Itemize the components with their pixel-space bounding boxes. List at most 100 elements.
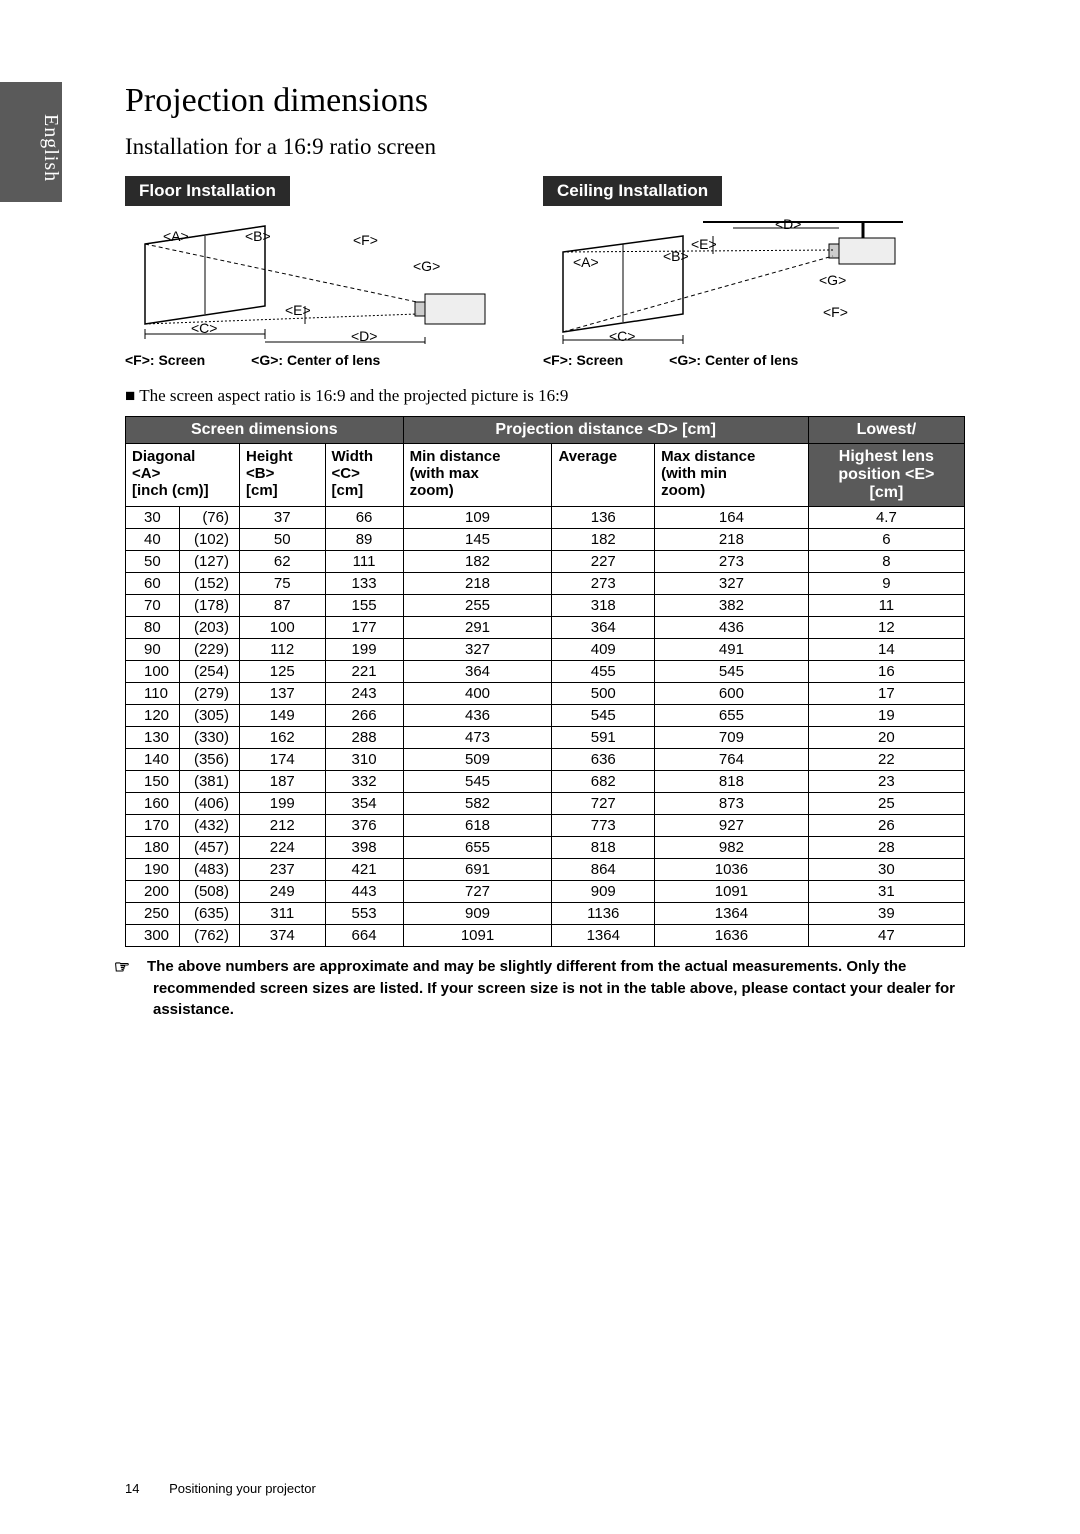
cell-w: 155	[325, 595, 403, 617]
cell-h: 50	[240, 529, 326, 551]
cell-h: 75	[240, 573, 326, 595]
cell-inch: 100	[126, 661, 180, 683]
cell-max: 218	[655, 529, 809, 551]
head-width: Width<C>[cm]	[325, 444, 403, 507]
cell-avg: 455	[552, 661, 655, 683]
cell-avg: 364	[552, 617, 655, 639]
cell-min: 618	[403, 815, 552, 837]
cell-cm: (102)	[180, 529, 240, 551]
cell-e: 6	[808, 529, 964, 551]
cell-min: 182	[403, 551, 552, 573]
cell-e: 17	[808, 683, 964, 705]
cell-cm: (432)	[180, 815, 240, 837]
cell-min: 691	[403, 859, 552, 881]
cell-min: 327	[403, 639, 552, 661]
cell-e: 30	[808, 859, 964, 881]
label-B2: <B>	[663, 248, 689, 264]
table-row: 200(508)249443727909109131	[126, 881, 965, 903]
cell-cm: (279)	[180, 683, 240, 705]
cell-avg: 136	[552, 507, 655, 529]
cell-max: 327	[655, 573, 809, 595]
cell-w: 398	[325, 837, 403, 859]
cell-inch: 60	[126, 573, 180, 595]
cell-e: 9	[808, 573, 964, 595]
cell-inch: 140	[126, 749, 180, 771]
table-row: 180(457)22439865581898228	[126, 837, 965, 859]
cell-min: 655	[403, 837, 552, 859]
cell-w: 221	[325, 661, 403, 683]
cell-w: 199	[325, 639, 403, 661]
floor-label: Floor Installation	[125, 176, 290, 206]
cell-w: 288	[325, 727, 403, 749]
head-avg: Average	[552, 444, 655, 507]
table-row: 160(406)19935458272787325	[126, 793, 965, 815]
head-height: Height<B>[cm]	[240, 444, 326, 507]
cell-cm: (406)	[180, 793, 240, 815]
cell-inch: 160	[126, 793, 180, 815]
ceiling-diagram-svg: <A> <B> <C> <D> <E> <F> <G>	[543, 214, 913, 344]
cell-cm: (457)	[180, 837, 240, 859]
cell-h: 100	[240, 617, 326, 639]
cell-max: 491	[655, 639, 809, 661]
footnote-text: The above numbers are approximate and ma…	[147, 958, 955, 1017]
legend-f2: <F>: Screen	[543, 352, 623, 368]
cell-cm: (483)	[180, 859, 240, 881]
cell-max: 600	[655, 683, 809, 705]
cell-cm: (635)	[180, 903, 240, 925]
cell-inch: 70	[126, 595, 180, 617]
page-footer: 14 Positioning your projector	[125, 1481, 316, 1496]
table-row: 60(152)751332182733279	[126, 573, 965, 595]
cell-inch: 40	[126, 529, 180, 551]
label-E2: <E>	[691, 236, 717, 252]
cell-h: 37	[240, 507, 326, 529]
cell-e: 25	[808, 793, 964, 815]
cell-e: 8	[808, 551, 964, 573]
cell-w: 553	[325, 903, 403, 925]
label-F: <F>	[353, 232, 378, 248]
table-row: 120(305)14926643654565519	[126, 705, 965, 727]
cell-max: 927	[655, 815, 809, 837]
cell-cm: (330)	[180, 727, 240, 749]
table-row: 300(762)37466410911364163647	[126, 925, 965, 947]
cell-avg: 1136	[552, 903, 655, 925]
table-row: 130(330)16228847359170920	[126, 727, 965, 749]
head-diagonal: Diagonal<A>[inch (cm)]	[126, 444, 240, 507]
cell-e: 31	[808, 881, 964, 903]
cell-min: 509	[403, 749, 552, 771]
table-row: 110(279)13724340050060017	[126, 683, 965, 705]
cell-w: 664	[325, 925, 403, 947]
cell-cm: (152)	[180, 573, 240, 595]
cell-max: 709	[655, 727, 809, 749]
cell-avg: 591	[552, 727, 655, 749]
cell-w: 376	[325, 815, 403, 837]
cell-max: 982	[655, 837, 809, 859]
cell-avg: 864	[552, 859, 655, 881]
page-number: 14	[125, 1481, 139, 1496]
cell-inch: 50	[126, 551, 180, 573]
cell-h: 149	[240, 705, 326, 727]
cell-inch: 80	[126, 617, 180, 639]
cell-e: 12	[808, 617, 964, 639]
cell-inch: 110	[126, 683, 180, 705]
cell-min: 400	[403, 683, 552, 705]
cell-e: 23	[808, 771, 964, 793]
legend-g2: <G>: Center of lens	[669, 352, 798, 368]
cell-h: 174	[240, 749, 326, 771]
cell-h: 125	[240, 661, 326, 683]
cell-max: 764	[655, 749, 809, 771]
cell-min: 909	[403, 903, 552, 925]
cell-cm: (762)	[180, 925, 240, 947]
dimension-table: Screen dimensions Projection distance <D…	[125, 416, 965, 947]
cell-max: 436	[655, 617, 809, 639]
cell-cm: (229)	[180, 639, 240, 661]
ceiling-label: Ceiling Installation	[543, 176, 722, 206]
table-row: 190(483)237421691864103630	[126, 859, 965, 881]
label-F2: <F>	[823, 304, 848, 320]
cell-w: 266	[325, 705, 403, 727]
cell-min: 218	[403, 573, 552, 595]
cell-min: 727	[403, 881, 552, 903]
legend-g: <G>: Center of lens	[251, 352, 380, 368]
cell-min: 291	[403, 617, 552, 639]
cell-cm: (508)	[180, 881, 240, 903]
table-row: 140(356)17431050963676422	[126, 749, 965, 771]
